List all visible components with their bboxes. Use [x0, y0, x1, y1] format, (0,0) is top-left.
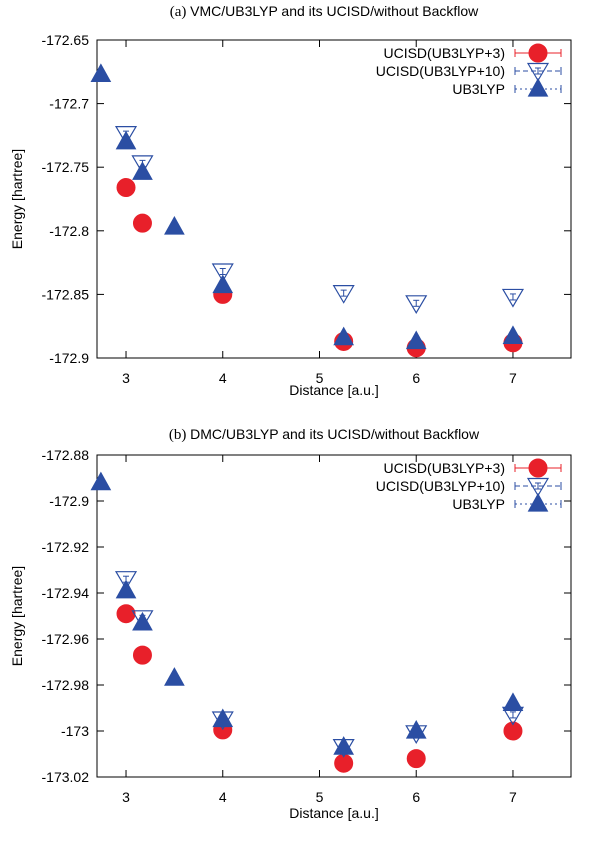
legend-label: UCISD(UB3LYP+3)	[383, 45, 505, 61]
y-tick-label: -172.96	[42, 631, 90, 647]
series-ucisd-ub3lyp-10-	[114, 126, 525, 314]
legend-label: UB3LYP	[452, 496, 505, 512]
data-point	[132, 161, 153, 180]
data-point	[502, 692, 524, 712]
legend-marker	[528, 43, 548, 63]
x-axis-label: Distance [a.u.]	[289, 382, 379, 398]
data-point	[164, 215, 185, 235]
data-point	[116, 604, 136, 624]
x-tick-label: 7	[509, 370, 517, 386]
y-tick-label: -172.9	[49, 493, 89, 509]
legend-label: UCISD(UB3LYP+10)	[376, 63, 505, 79]
x-tick-label: 4	[219, 789, 227, 805]
y-tick-label: -172.92	[42, 539, 90, 555]
y-tick-label: -172.85	[42, 286, 90, 302]
data-point	[501, 288, 525, 308]
marker-shape	[131, 610, 154, 629]
legend-marker	[527, 77, 549, 97]
data-point	[212, 708, 234, 728]
y-tick-label: -172.65	[42, 32, 90, 48]
y-tick-label: -172.94	[42, 585, 90, 601]
plot-frame	[96, 39, 572, 359]
chart-panel-b: (b) DMC/UB3LYP and its UCISD/without Bac…	[9, 426, 572, 821]
chart-title-text: DMC/UB3LYP and its UCISD/without Backflo…	[190, 426, 480, 442]
legend-label: UCISD(UB3LYP+10)	[376, 478, 505, 494]
data-point	[164, 667, 185, 686]
chart-title-text: VMC/UB3LYP and its UCISD/without Backflo…	[190, 3, 479, 19]
x-tick-label: 6	[412, 789, 420, 805]
data-point	[115, 130, 137, 150]
panel-label: (a)	[170, 4, 190, 20]
marker-shape	[211, 263, 234, 283]
panel-label: (b)	[169, 427, 190, 443]
marker-shape	[332, 285, 355, 304]
legend-marker	[526, 477, 550, 497]
y-tick-label: -172.75	[42, 159, 90, 175]
x-tick-label: 7	[509, 789, 517, 805]
series-ucisd-ub3lyp-10-	[114, 571, 525, 758]
legend-marker	[526, 62, 550, 82]
plot-frame	[96, 454, 572, 778]
x-axis-label: Distance [a.u.]	[289, 805, 379, 821]
x-tick-label: 3	[122, 370, 130, 386]
y-tick-label: -172.8	[49, 223, 89, 239]
marker-shape	[131, 155, 154, 175]
marker-shape	[526, 62, 550, 82]
data-point	[90, 63, 112, 82]
data-point	[405, 719, 427, 739]
x-tick-label: 5	[316, 789, 324, 805]
x-tick-label: 4	[219, 370, 227, 386]
marker-shape	[114, 571, 138, 590]
data-point	[90, 471, 112, 491]
y-tick-label: -173.02	[42, 769, 90, 785]
data-point	[212, 274, 234, 294]
data-point	[132, 213, 152, 233]
marker-shape	[405, 295, 428, 314]
data-point	[503, 721, 523, 741]
x-tick-label: 6	[412, 370, 420, 386]
series-ucisd-ub3lyp-3-	[116, 178, 523, 358]
marker-shape	[114, 126, 138, 145]
legend-label: UCISD(UB3LYP+3)	[383, 460, 505, 476]
chart-title: (b) DMC/UB3LYP and its UCISD/without Bac…	[169, 426, 480, 443]
x-tick-label: 3	[122, 789, 130, 805]
chart-panel-a: (a) VMC/UB3LYP and its UCISD/without Bac…	[9, 3, 572, 398]
series-ucisd-ub3lyp-3-	[116, 604, 523, 773]
legend-marker	[527, 492, 549, 512]
chart-title: (a) VMC/UB3LYP and its UCISD/without Bac…	[170, 3, 479, 20]
y-tick-label: -172.9	[49, 350, 89, 366]
series-ub3lyp	[90, 63, 524, 350]
y-axis-label: Energy [hartree]	[9, 149, 25, 249]
data-point	[332, 285, 355, 304]
marker-shape	[501, 288, 525, 308]
data-point	[405, 295, 428, 314]
data-point	[333, 736, 355, 755]
data-point	[116, 178, 136, 198]
data-point	[333, 326, 355, 346]
legend: UCISD(UB3LYP+3) UCISD(UB3LYP+10) UB3LYP	[376, 458, 562, 512]
marker-shape	[526, 477, 550, 497]
data-point	[115, 579, 137, 599]
y-tick-label: -172.98	[42, 677, 90, 693]
data-point	[406, 749, 426, 769]
legend-marker	[528, 458, 548, 478]
x-tick-label: 5	[316, 370, 324, 386]
y-tick-label: -172.88	[42, 447, 90, 463]
legend-label: UB3LYP	[452, 81, 505, 97]
y-axis-label: Energy [hartree]	[9, 566, 25, 666]
data-point	[132, 611, 153, 631]
data-point	[132, 645, 152, 665]
data-point	[405, 330, 427, 350]
legend: UCISD(UB3LYP+3) UCISD(UB3LYP+10) UB3LYP	[376, 43, 562, 97]
y-tick-label: -173	[61, 723, 89, 739]
data-point	[502, 325, 524, 345]
y-tick-label: -172.7	[49, 96, 89, 112]
series-ub3lyp	[90, 471, 524, 755]
data-point	[211, 263, 234, 283]
